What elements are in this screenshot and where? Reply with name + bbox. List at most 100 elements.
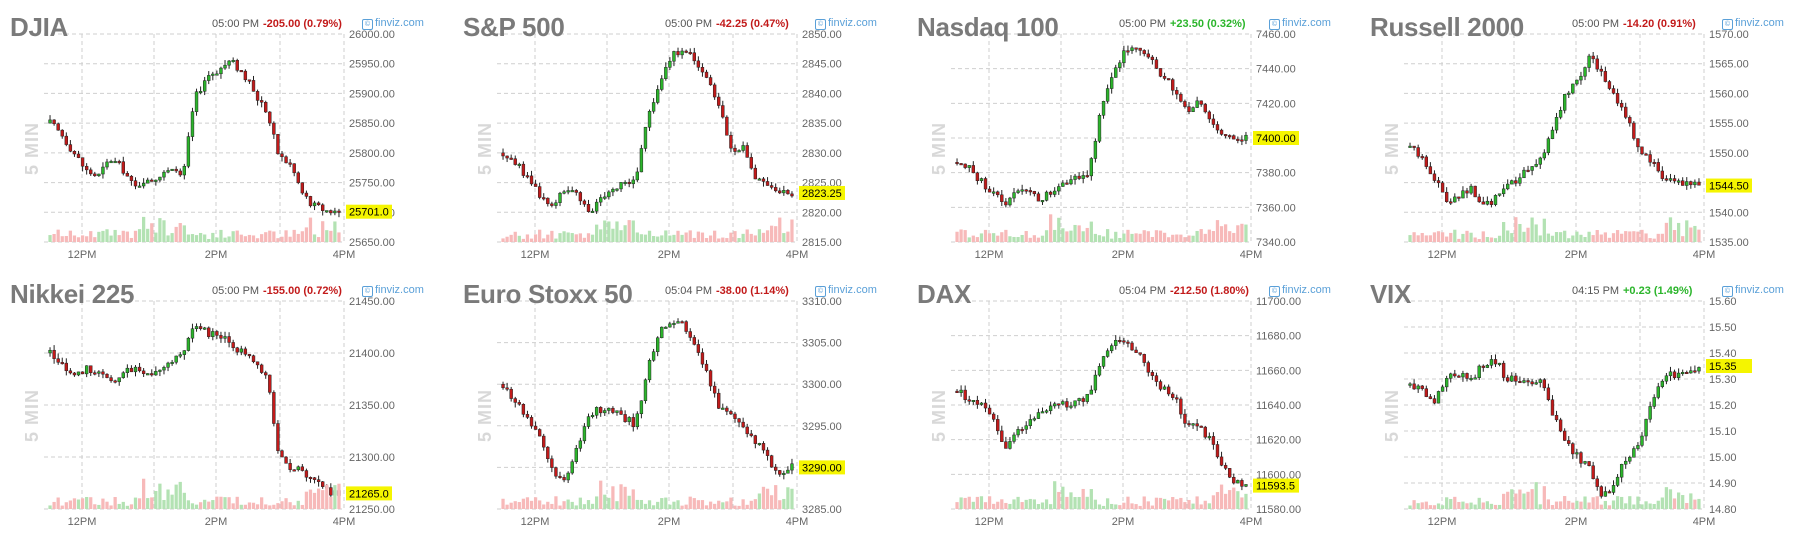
candle [1485, 365, 1490, 368]
x-tick-label: 4PM [1240, 249, 1263, 261]
chart-title: VIX [1370, 279, 1412, 309]
volume-bar [737, 505, 741, 509]
finviz-source-link[interactable]: © finviz.com [815, 284, 877, 297]
candle [1109, 77, 1114, 89]
volume-bar [146, 498, 150, 509]
candle [505, 387, 509, 390]
volume-bar [1473, 237, 1477, 242]
candle [1615, 93, 1620, 104]
y-tick-label: 21450.00 [349, 296, 395, 308]
chart-panel-euro-stoxx-50[interactable]: 3285.00 3290.00 3295.00 3300.00 3305.00 3310.… [453, 267, 906, 534]
volume-bar [1244, 493, 1248, 509]
volume-bar [1534, 482, 1538, 509]
volume-bar [1097, 504, 1102, 509]
candle [1599, 68, 1603, 72]
y-tick-label: 14.80 [1709, 504, 1737, 516]
volume-bar [300, 504, 304, 509]
volume-bar [174, 484, 178, 509]
candle [1583, 67, 1587, 77]
candle [1628, 457, 1632, 462]
candle [64, 362, 68, 372]
candle [521, 163, 526, 176]
volume-bar [121, 501, 125, 509]
candle [255, 361, 260, 366]
chart-time: 05:00 PM [212, 18, 260, 30]
volume-bar [308, 489, 313, 509]
volume-bar [525, 234, 530, 242]
finviz-source-link[interactable]: © finviz.com [815, 17, 877, 30]
finviz-source-link[interactable]: © finviz.com [362, 17, 424, 30]
chart-panel-russell-2000[interactable]: 1535.001540.001545.001550.001555.001560.… [1360, 0, 1813, 267]
candle [1562, 93, 1567, 111]
chart-panel-djia[interactable]: 25650.0025700.0025750.0025800.0025850.00… [0, 0, 453, 267]
candle [1603, 491, 1608, 497]
volume-bar [207, 501, 211, 509]
interval-label: 5 MIN [475, 121, 495, 175]
chart-panel-nasdaq-100[interactable]: 7340.00 7360.00 7380.00 7400.00 7420.00 7440.… [907, 0, 1360, 267]
candle [963, 163, 967, 168]
candle [321, 481, 325, 487]
y-tick-label: 2820.00 [802, 207, 842, 219]
volume-bar [1175, 234, 1179, 242]
volume-bar [137, 229, 142, 242]
candle [1672, 371, 1677, 378]
volume-bar [1693, 499, 1697, 509]
volume-bar [611, 486, 615, 509]
volume-bar [586, 233, 591, 242]
candle [146, 373, 150, 376]
volume-bar [1607, 237, 1612, 242]
volume-bar [595, 224, 599, 242]
last-price-box [346, 486, 392, 501]
volume-bar [272, 504, 276, 509]
volume-bar [1502, 222, 1506, 242]
finviz-source-link[interactable]: © finviz.com [1269, 17, 1331, 30]
volume-bar [1162, 232, 1167, 242]
candle [251, 80, 256, 92]
finviz-source-link[interactable]: © finviz.com [1722, 284, 1784, 297]
candle [525, 414, 530, 418]
chart-panel-vix[interactable]: 14.80 14.90 15.00 15.10 15.20 15.30 15.40 15.50… [1360, 267, 1813, 534]
source-label: finviz.com [375, 17, 424, 29]
volume-bar [85, 236, 89, 242]
volume-bar [1122, 502, 1126, 509]
volume-bar [578, 497, 582, 509]
candle [1240, 480, 1244, 487]
chart-panel-nikkei-225[interactable]: 21250.00 21300.00 21350.00 21400.00 21450.00… [0, 267, 453, 534]
candle [1497, 362, 1502, 365]
y-tick-label: 2815.00 [802, 237, 842, 249]
volume-bar [1219, 484, 1224, 509]
volume-bar [505, 504, 509, 509]
candle [615, 188, 619, 191]
y-tick-label: 15.50 [1709, 322, 1737, 334]
candle [48, 119, 52, 124]
finviz-source-link[interactable]: © finviz.com [1269, 284, 1331, 297]
volume-bar [333, 485, 337, 509]
candle [300, 466, 305, 471]
chart-panel-s-p-500[interactable]: 2815.00 2820.00 2825.00 2830.00 2835.00 2840.… [453, 0, 906, 267]
volume-bar [1477, 497, 1481, 509]
candle [1223, 465, 1228, 469]
y-tick-label: 1550.00 [1709, 148, 1749, 160]
volume-bar [1481, 502, 1485, 509]
finviz-source-link[interactable]: © finviz.com [362, 284, 424, 297]
finviz-source-link[interactable]: © finviz.com [1722, 17, 1784, 30]
volume-bar [676, 500, 680, 509]
candle [1453, 373, 1457, 377]
chart-panel-dax[interactable]: 11580.00 11600.00 11620.00 11640.00 11660.00… [907, 267, 1360, 534]
volume-bar [1203, 500, 1207, 509]
volume-bar [1101, 236, 1106, 242]
volume-bar [235, 230, 239, 242]
candle [635, 171, 640, 181]
candle [643, 126, 648, 149]
volume-bar [1130, 503, 1134, 509]
volume-bar [550, 230, 554, 242]
volume-bar [1154, 497, 1159, 509]
y-tick-label: 11640.00 [1256, 400, 1301, 412]
volume-bar [1526, 227, 1530, 242]
volume-bar [603, 220, 607, 242]
candle [1546, 387, 1551, 400]
volume-bar [1211, 231, 1216, 242]
volume-bar [615, 221, 619, 242]
candle [1130, 47, 1134, 51]
